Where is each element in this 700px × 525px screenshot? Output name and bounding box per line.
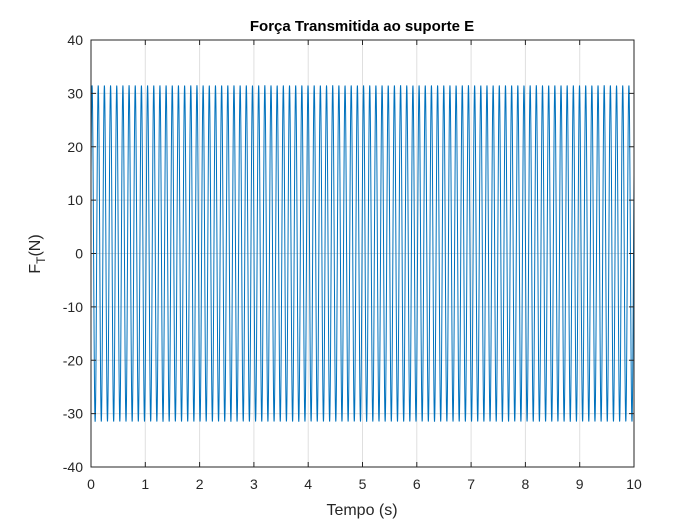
x-tick-label: 6 xyxy=(413,476,421,492)
x-tick-label: 0 xyxy=(87,476,95,492)
y-axis-label: FT(N) xyxy=(27,234,48,273)
x-tick-label: 7 xyxy=(467,476,475,492)
y-tick-label: 10 xyxy=(67,192,83,208)
x-tick-label: 9 xyxy=(576,476,584,492)
y-tick-label: -20 xyxy=(63,352,83,368)
tick-labels: 0 1 2 3 4 5 6 7 8 9 10 -40 -30 -20 -10 0 10 20 30 40 xyxy=(63,32,642,492)
y-tick-label: 40 xyxy=(67,32,83,48)
chart-title: Força Transmitida ao suporte E xyxy=(250,18,474,35)
y-tick-label: 20 xyxy=(67,139,83,155)
x-tick-label: 4 xyxy=(304,476,312,492)
y-tick-label: -40 xyxy=(63,459,83,475)
ticks xyxy=(90,39,635,468)
y-tick-label: 0 xyxy=(75,246,83,262)
plot-area xyxy=(91,85,634,422)
x-tick-label: 10 xyxy=(626,476,642,492)
y-tick-label: 30 xyxy=(67,85,83,101)
y-tick-label: -10 xyxy=(63,299,83,315)
x-tick-label: 3 xyxy=(250,476,258,492)
y-axis-label-main: F xyxy=(27,264,44,274)
y-axis-label-sub: T xyxy=(34,256,48,264)
x-tick-label: 2 xyxy=(196,476,204,492)
y-tick-label: -30 xyxy=(63,406,83,422)
x-tick-label: 5 xyxy=(359,476,367,492)
x-tick-label: 1 xyxy=(141,476,149,492)
x-tick-label: 8 xyxy=(522,476,530,492)
y-axis-label-suffix: (N) xyxy=(27,234,44,256)
x-axis-label: Tempo (s) xyxy=(326,502,397,519)
series-line xyxy=(91,85,634,422)
